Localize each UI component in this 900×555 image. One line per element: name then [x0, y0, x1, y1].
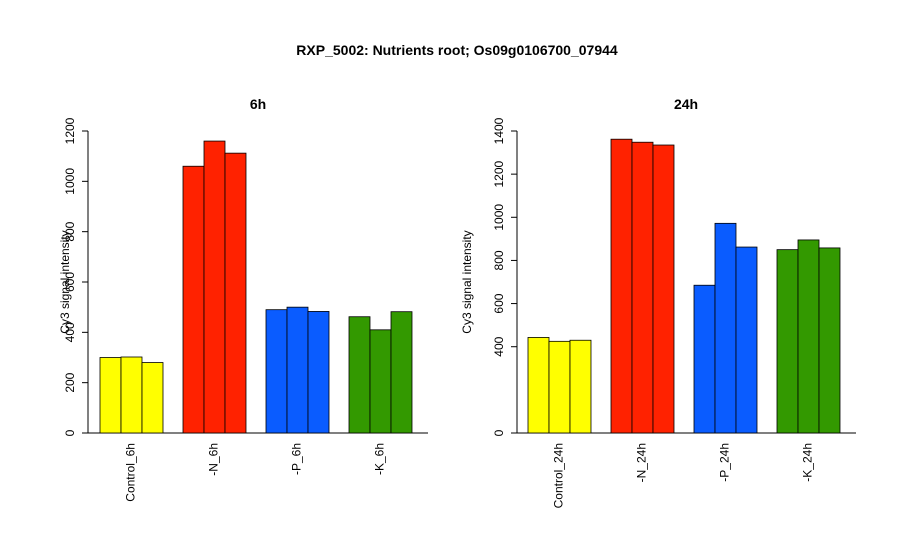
bar — [610, 138, 633, 434]
bar — [99, 357, 122, 434]
y-tick-label: 800 — [63, 221, 77, 241]
y-tick-label: 600 — [492, 293, 506, 313]
y-tick-label: 800 — [492, 250, 506, 270]
bar — [390, 311, 413, 434]
y-tick-label: 1000 — [63, 168, 77, 195]
y-tick-label: 400 — [63, 322, 77, 342]
category-label: -N_24h — [635, 443, 649, 482]
bar — [141, 362, 164, 434]
panel-title: 24h — [674, 96, 698, 112]
bar — [569, 339, 592, 434]
category-label: -K_24h — [801, 443, 815, 482]
bar — [776, 249, 799, 434]
bar — [693, 284, 716, 434]
category-label: -N_6h — [207, 443, 221, 476]
bar — [714, 222, 737, 434]
bar — [548, 340, 571, 434]
bar — [818, 247, 841, 434]
bar — [224, 152, 247, 434]
bar — [307, 311, 330, 434]
y-tick-label: 1200 — [492, 160, 506, 187]
bar — [797, 239, 820, 434]
y-axis-label: Cy3 signal intensity — [460, 230, 474, 333]
bar — [652, 144, 675, 434]
panel-title: 6h — [250, 96, 266, 112]
category-label: -P_6h — [290, 443, 304, 475]
bar — [120, 356, 143, 434]
bar — [265, 309, 288, 434]
figure-title: RXP_5002: Nutrients root; Os09g0106700_0… — [296, 42, 618, 58]
y-tick-label: 1200 — [63, 117, 77, 144]
category-label: -P_24h — [718, 443, 732, 482]
panel-6h: 6h Cy3 signal intensity 0 200 400 600 800 1000 1… — [58, 96, 428, 502]
bar — [631, 141, 654, 434]
category-label: Control_24h — [552, 443, 566, 508]
category-label: -K_6h — [373, 443, 387, 475]
y-tick-label: 400 — [492, 336, 506, 356]
bar — [286, 306, 309, 434]
y-tick-label: 0 — [492, 429, 506, 436]
bar — [182, 165, 205, 434]
y-tick-label: 1000 — [492, 204, 506, 231]
bar — [369, 329, 392, 434]
bar — [735, 246, 758, 434]
bar — [348, 316, 371, 434]
panel-24h: 24h Cy3 signal intensity 0 400 600 800 1000 120… — [460, 96, 856, 508]
y-tick-label: 1400 — [492, 117, 506, 144]
category-label: Control_6h — [124, 443, 138, 502]
y-axis-label: Cy3 signal intensity — [58, 230, 72, 333]
y-tick-label: 0 — [63, 429, 77, 436]
y-tick-label: 200 — [63, 372, 77, 392]
bar — [203, 140, 226, 434]
y-tick-label: 600 — [63, 272, 77, 292]
bar — [527, 337, 550, 434]
